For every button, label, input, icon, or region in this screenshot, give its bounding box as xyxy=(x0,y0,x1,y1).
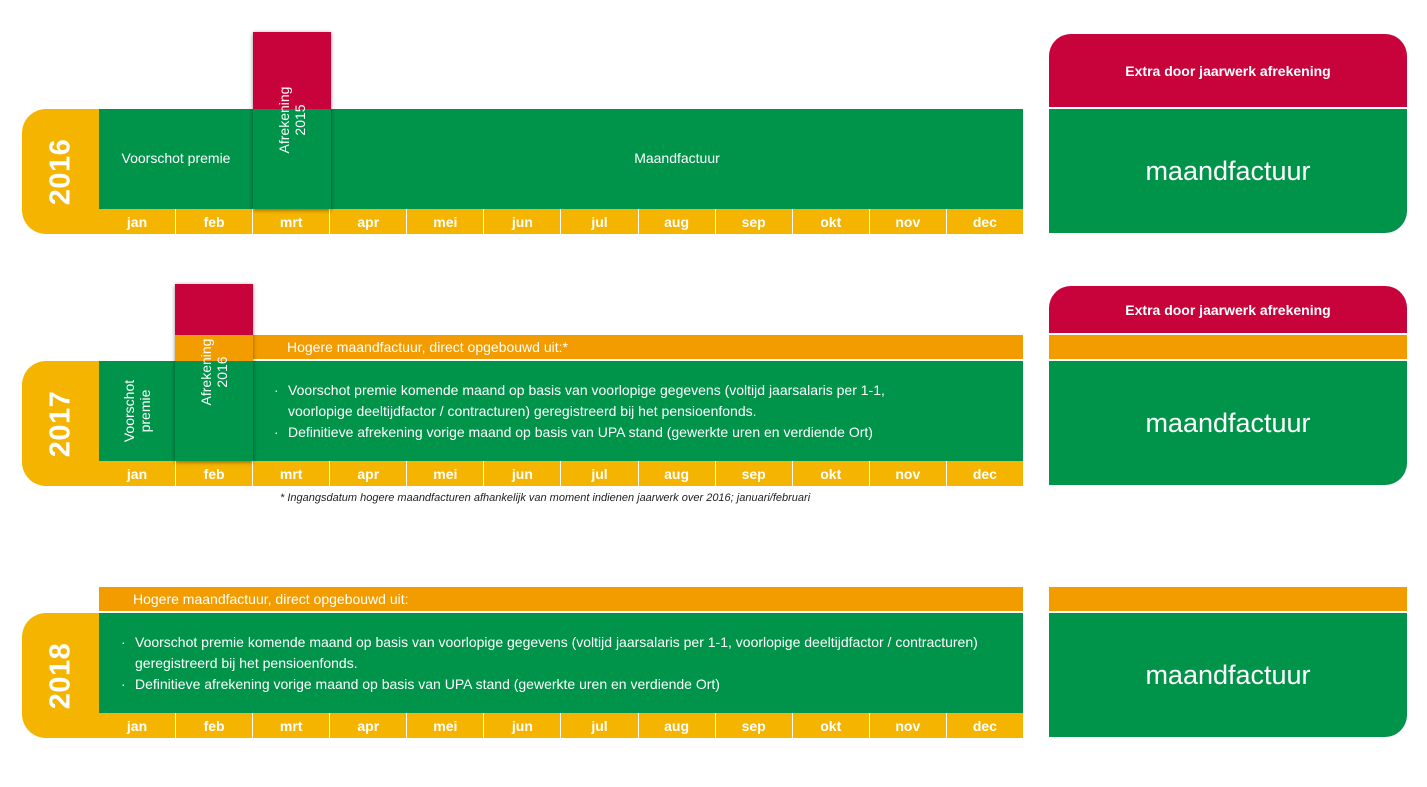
maandfactuur-panel-label: maandfactuur xyxy=(1145,407,1311,438)
month-label: feb xyxy=(176,209,254,234)
month-label: jan xyxy=(99,209,177,234)
maandfactuur-panel-2018: maandfactuur xyxy=(1049,613,1407,737)
bullet-list-2018: Voorschot premie komende maand op basis … xyxy=(121,632,1016,695)
extra-jaarwerk-header-2017: Extra door jaarwerk afrekening xyxy=(1049,286,1407,333)
month-label: sep xyxy=(716,461,793,486)
afrekening-block-2015: Afrekening 2015 xyxy=(253,32,331,209)
bullet-item: Voorschot premie komende maand op basis … xyxy=(121,632,1016,674)
month-label: mei xyxy=(407,461,485,486)
footnote-2017: * Ingangsdatum hogere maandfacturen afha… xyxy=(280,492,811,504)
orange-band-2017 xyxy=(1049,335,1407,359)
year-tab-2018: 2018 xyxy=(22,613,99,738)
month-label: jun xyxy=(484,209,562,234)
afrekening-block-2016: Afrekening 2016 xyxy=(175,284,253,461)
extra-jaarwerk-label: Extra door jaarwerk afrekening xyxy=(1125,301,1331,318)
year-label-2016: 2016 xyxy=(44,138,76,205)
maandfactuur-label-2016: Maandfactuur xyxy=(634,150,720,166)
year-label-2017: 2017 xyxy=(44,390,76,457)
month-label: jan xyxy=(99,713,177,738)
voorschot-label-2016: Voorschot premie xyxy=(121,150,231,166)
month-label: apr xyxy=(330,713,408,738)
month-label: sep xyxy=(716,713,793,738)
afrekening-orange-part xyxy=(175,335,253,361)
year-label-2018: 2018 xyxy=(44,642,76,709)
hogere-maandfactuur-label-2017: Hogere maandfactuur, direct opgebouwd ui… xyxy=(287,339,568,355)
month-label: aug xyxy=(639,209,716,234)
month-label: mrt xyxy=(253,713,331,738)
bullet-item: Definitieve afrekening vorige maand op b… xyxy=(121,674,1016,695)
bullet-list-2017: Voorschot premie komende maand op basis … xyxy=(274,380,994,443)
month-label: apr xyxy=(330,209,408,234)
afrekening-red-part xyxy=(253,32,331,109)
hogere-maandfactuur-bar-2018 xyxy=(99,587,1023,611)
month-label: nov xyxy=(870,461,947,486)
month-label: dec xyxy=(972,717,997,734)
month-label: okt xyxy=(793,209,870,234)
month-label: feb xyxy=(176,713,254,738)
afrekening-green-part xyxy=(175,361,253,461)
month-axis-2017: jan feb mrt apr mei jun jul aug sep okt … xyxy=(99,461,1023,486)
month-label: okt xyxy=(793,713,870,738)
extra-jaarwerk-header-2016: Extra door jaarwerk afrekening xyxy=(1049,34,1407,107)
month-label: mei xyxy=(407,713,485,738)
month-axis-2016: jan feb mrt apr mei jun jul aug sep okt … xyxy=(99,209,1023,234)
month-label: jun xyxy=(484,713,562,738)
maandfactuur-panel-label: maandfactuur xyxy=(1145,155,1311,186)
month-label: dec xyxy=(972,213,997,230)
year-tab-2016: 2016 xyxy=(22,109,99,234)
bullet-item: Voorschot premie komende maand op basis … xyxy=(274,380,994,422)
afrekening-red-part xyxy=(175,284,253,335)
month-label: jun xyxy=(484,461,562,486)
month-label: apr xyxy=(330,461,408,486)
month-label: okt xyxy=(793,461,870,486)
month-label: dec xyxy=(972,465,997,482)
afrekening-label-2016: Afrekening 2016 xyxy=(198,338,230,406)
month-label: aug xyxy=(639,713,716,738)
month-label: jul xyxy=(561,209,639,234)
month-axis-2018: jan feb mrt apr mei jun jul aug sep okt … xyxy=(99,713,1023,738)
maandfactuur-panel-2016: maandfactuur xyxy=(1049,109,1407,233)
month-label: nov xyxy=(870,209,947,234)
month-label: mei xyxy=(407,209,485,234)
month-label: mrt xyxy=(253,209,331,234)
extra-jaarwerk-label: Extra door jaarwerk afrekening xyxy=(1125,62,1331,79)
hogere-maandfactuur-label-2018: Hogere maandfactuur, direct opgebouwd ui… xyxy=(133,591,409,607)
afrekening-label-2015: Afrekening 2015 xyxy=(276,86,308,154)
bullet-item: Definitieve afrekening vorige maand op b… xyxy=(274,422,994,443)
year-tab-2017: 2017 xyxy=(22,361,99,486)
voorschot-label-2017: Voorschot premie xyxy=(121,379,153,443)
maandfactuur-panel-label: maandfactuur xyxy=(1145,659,1311,690)
voorschot-block-2017: Voorschot premie xyxy=(99,361,175,461)
month-label: aug xyxy=(639,461,716,486)
month-label: feb xyxy=(176,461,254,486)
afrekening-green-part xyxy=(253,109,331,209)
month-label: jul xyxy=(561,713,639,738)
maandfactuur-panel-2017: maandfactuur xyxy=(1049,361,1407,485)
month-label: jan xyxy=(99,461,177,486)
hogere-maandfactuur-bar-2017 xyxy=(253,335,1023,359)
month-label: jul xyxy=(561,461,639,486)
month-label: sep xyxy=(716,209,793,234)
month-label: nov xyxy=(870,713,947,738)
orange-band-2018 xyxy=(1049,587,1407,611)
month-label: mrt xyxy=(253,461,331,486)
